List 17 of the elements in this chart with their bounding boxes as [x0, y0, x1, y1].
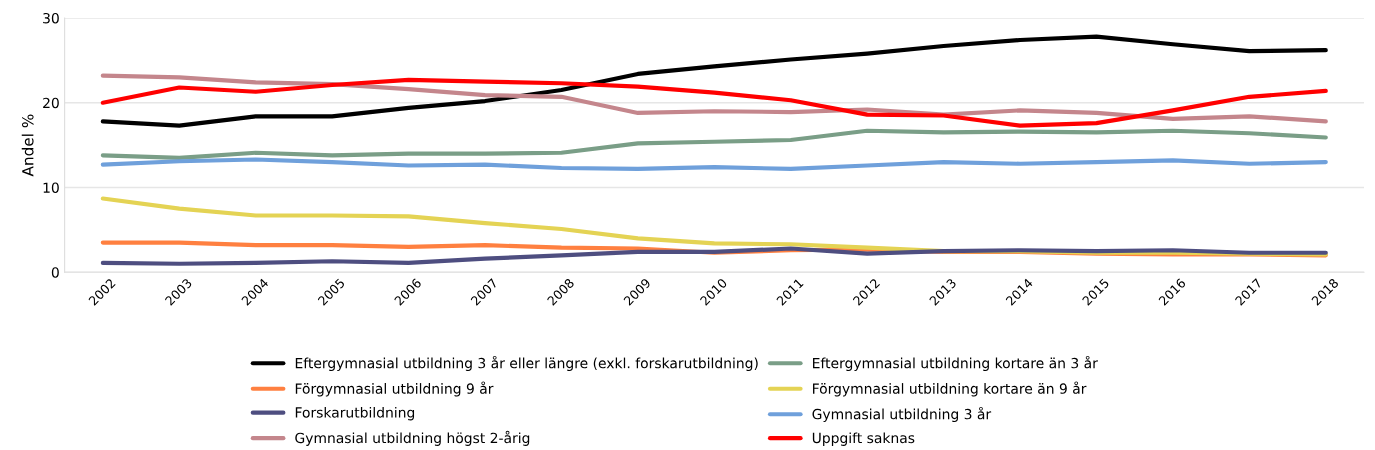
legend-label: Eftergymnasial utbildning 3 år eller längre (exkl. forskarutbildning) [295, 355, 758, 372]
legend-label: Gymnasial utbildning högst 2-årig [295, 430, 530, 446]
legend-label: Förgymnasial utbildning 9 år [295, 381, 494, 397]
legend-label: Uppgift saknas [812, 432, 915, 446]
legend-label: Förgymnasial utbildning kortare än 9 år [813, 381, 1087, 397]
line-series [100, 246, 1328, 266]
line-series [100, 128, 1328, 160]
line-series [100, 157, 1328, 171]
y-tick-label: 20 [43, 97, 59, 109]
y-axis-title: Andel % [21, 114, 34, 177]
line-series [100, 34, 1328, 128]
legend-label: Eftergymnasial utbildning kortare än 3 år [813, 355, 1098, 372]
y-tick-label: 0 [51, 267, 59, 278]
y-tick-label: 30 [43, 12, 59, 24]
legend-label: Forskarutbildning [295, 406, 415, 421]
legend-label: Gymnasial utbildning 3 år [812, 406, 992, 423]
y-tick-label: 10 [43, 182, 59, 193]
